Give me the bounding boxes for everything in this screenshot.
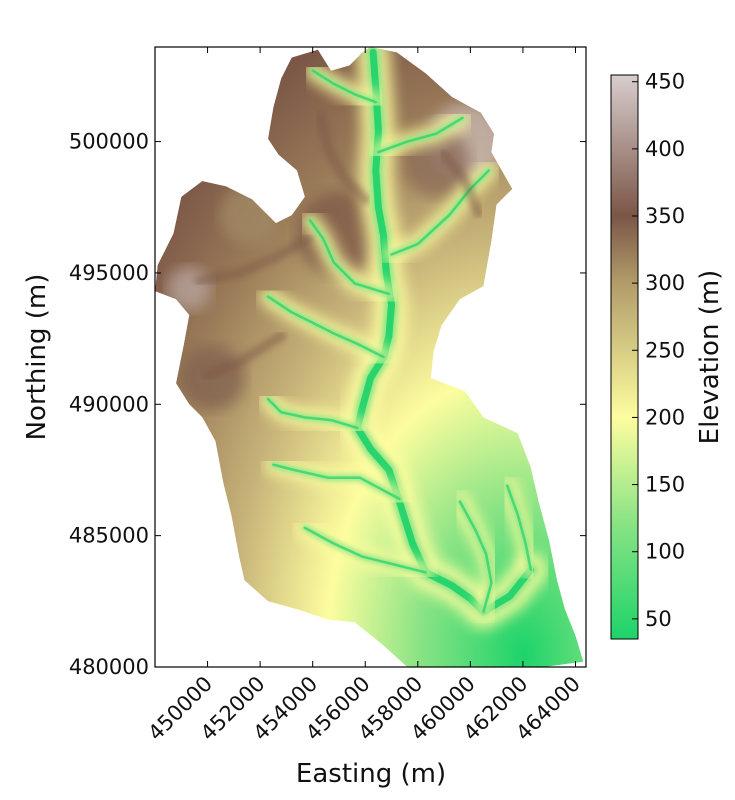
colorbar-tick-label: 50 — [645, 607, 672, 631]
colorbar-tick-label: 250 — [645, 338, 685, 362]
y-axis-title: Northing (m) — [22, 274, 52, 441]
x-axis-title: Easting (m) — [296, 759, 446, 789]
y-tick-label: 485000 — [69, 524, 149, 548]
colorbar-tick-label: 350 — [645, 204, 685, 228]
y-tick-label: 490000 — [69, 392, 149, 416]
y-tick-label: 480000 — [69, 655, 149, 679]
highland-patch — [220, 185, 280, 245]
colorbar-ticks: 50 100 150 200 250 300 350 400 450 — [632, 70, 685, 631]
y-tick-label: 500000 — [69, 130, 149, 154]
elevation-raster — [155, 47, 583, 667]
colorbar-tick-label: 100 — [645, 540, 685, 564]
colorbar-tick-label: 400 — [645, 137, 685, 161]
colorbar-tick-label: 200 — [645, 405, 685, 429]
colorbar — [611, 75, 638, 639]
colorbar-tick-label: 450 — [645, 70, 685, 94]
colorbar-tick-label: 300 — [645, 271, 685, 295]
colorbar-tick-label: 150 — [645, 473, 685, 497]
highland-patch — [167, 267, 211, 311]
colorbar-title: Elevation (m) — [695, 270, 725, 445]
y-tick-label: 495000 — [69, 261, 149, 285]
